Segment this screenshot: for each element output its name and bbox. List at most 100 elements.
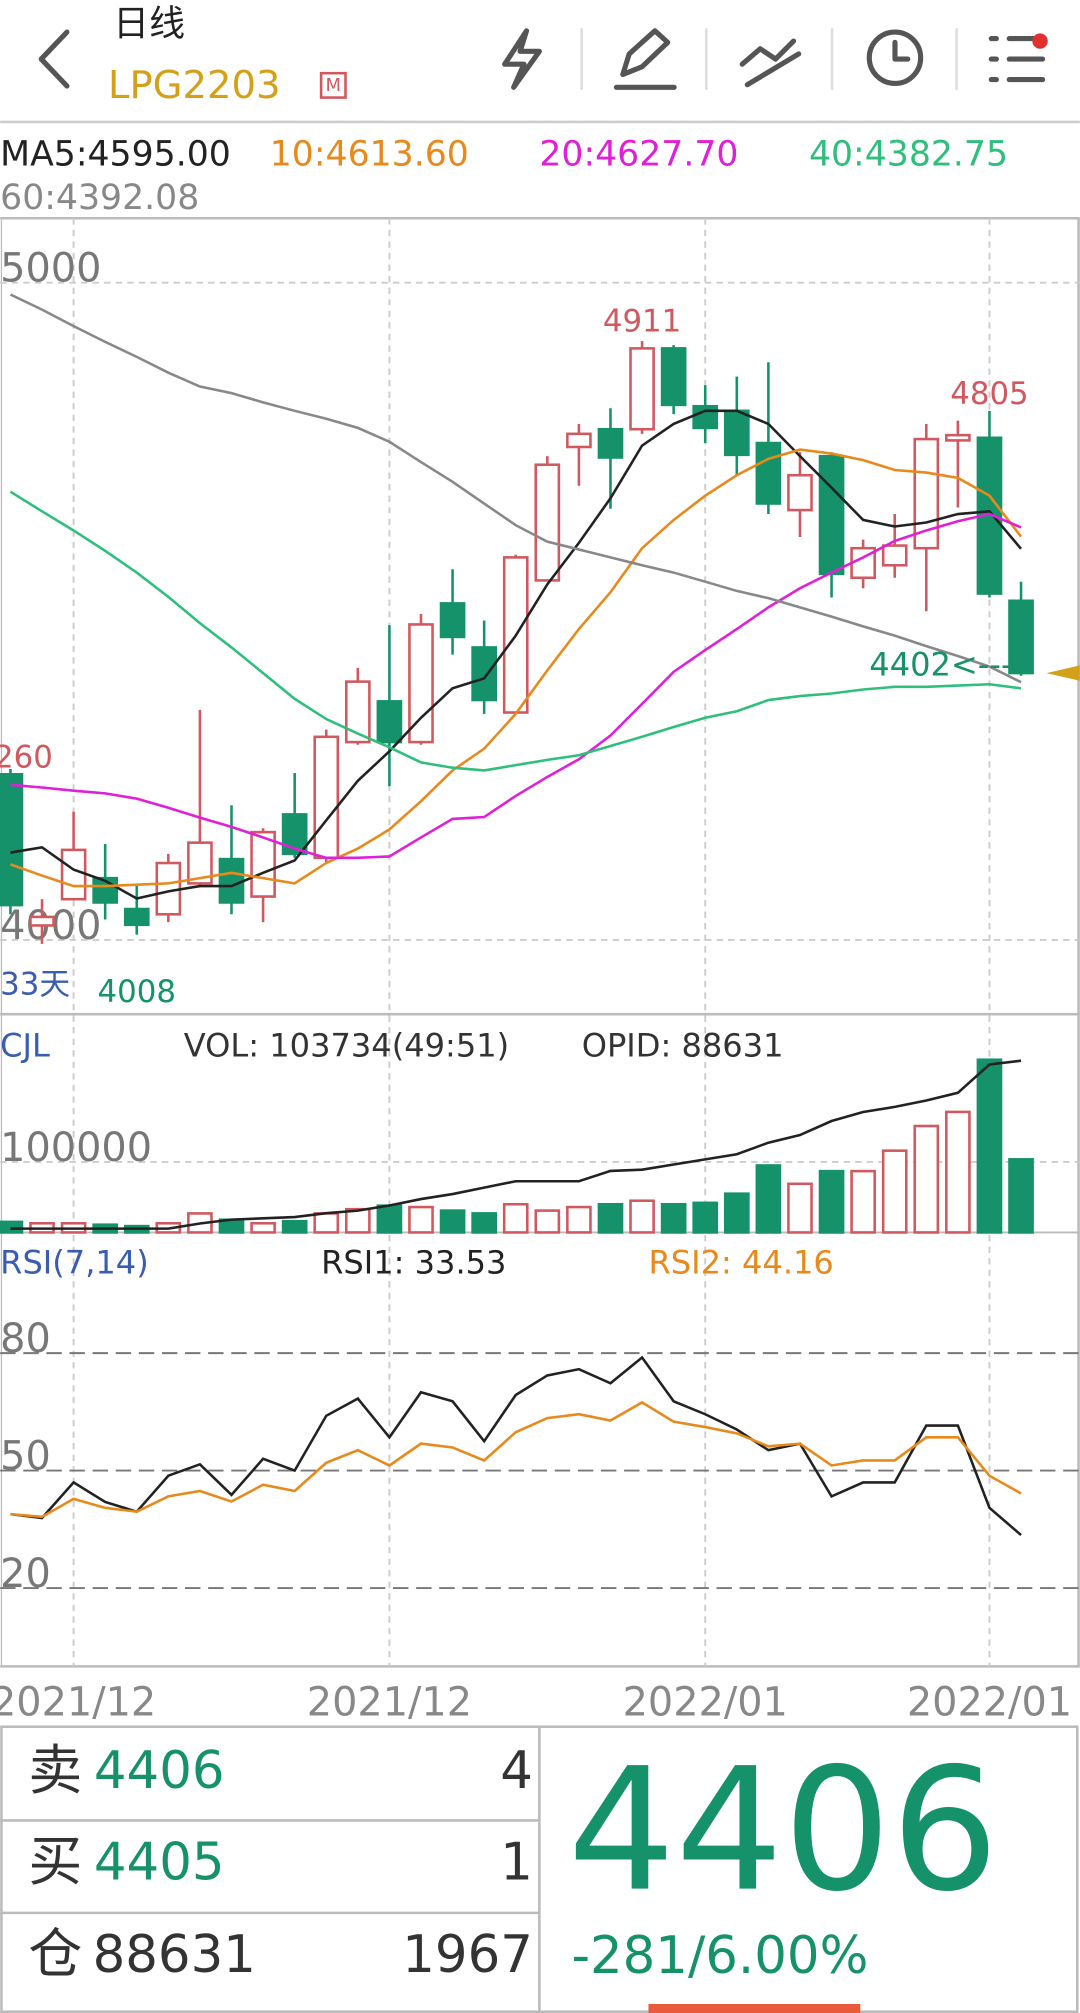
y-tick-label: 100000 (0, 1125, 152, 1171)
volume-bar (913, 1124, 940, 1234)
candle-body (250, 830, 276, 898)
series-line (10, 1059, 1022, 1230)
volume-bar (281, 1219, 308, 1234)
badge-box (319, 71, 347, 99)
legend-entry: MA5:4595.00 (0, 134, 231, 174)
x-tick-label: 2021/12 (307, 1679, 472, 1725)
quote-price: 88631 (93, 1925, 256, 1985)
candle-body (439, 602, 466, 639)
clock-hands (892, 39, 911, 62)
series-line (10, 448, 1023, 888)
menu-icon[interactable] (988, 35, 1046, 83)
candle-body (881, 544, 908, 567)
y-tick-label: 80 (0, 1316, 51, 1362)
candle-body (344, 680, 371, 744)
series-line (9, 490, 1022, 772)
candle-body (818, 454, 845, 576)
volume-bar (471, 1212, 497, 1234)
volume-bar (850, 1169, 876, 1234)
high-label: 4260 (0, 739, 53, 775)
panel-title: RSI(7,14) (0, 1244, 149, 1282)
x-tick-label: 2021/12 (0, 1679, 156, 1725)
legend-entry: 10:4613.60 (270, 134, 469, 174)
candle-body (281, 813, 308, 856)
quote-label: 仓 (28, 1922, 82, 1985)
quote-label: 卖 (28, 1739, 82, 1802)
legend-entry: RSI1: 33.53 (321, 1244, 506, 1282)
candle-body (123, 907, 150, 927)
volume-bar (344, 1207, 371, 1234)
candle-body (597, 427, 624, 459)
candle-body (692, 404, 719, 430)
price-pointer (1046, 665, 1080, 681)
volume-bar (313, 1212, 340, 1234)
volume-bar (566, 1205, 592, 1234)
candle-body (945, 433, 971, 442)
volume-bar (597, 1202, 624, 1234)
candle-body (723, 409, 750, 457)
candle-body (660, 347, 687, 407)
candle-body (1008, 599, 1034, 675)
volume-bar (945, 1110, 971, 1234)
volume-bar (376, 1204, 403, 1234)
volume-bar (439, 1209, 466, 1234)
y-tick-label: 50 (0, 1434, 51, 1480)
candle-body (566, 432, 592, 449)
quote-qty: 4 (500, 1741, 533, 1801)
volume-bar (787, 1182, 813, 1234)
series-line (10, 512, 1022, 860)
series-line (10, 409, 1023, 900)
volume-bar (502, 1202, 529, 1234)
volume-bar (1008, 1158, 1034, 1234)
line-tool-icon[interactable] (739, 38, 802, 88)
series-line (9, 293, 1022, 684)
notification-dot (1032, 33, 1048, 49)
quote-qty: 1 (500, 1832, 533, 1892)
candle-body (787, 473, 813, 512)
volume-bar (723, 1192, 750, 1234)
period-label: 33天 (0, 966, 70, 1002)
symbol: LPG2203 (108, 63, 280, 108)
badge: M (326, 75, 342, 96)
page-title: 日线 (113, 4, 185, 45)
candle-body (155, 861, 182, 916)
tab-indicator (648, 2004, 861, 2013)
legend-entry: RSI2: 44.16 (648, 1244, 833, 1282)
series-line (10, 1355, 1022, 1537)
legend-entry: 20:4627.70 (539, 134, 738, 174)
clock-icon[interactable] (866, 29, 924, 87)
last-price: 4406 (568, 1732, 999, 1929)
low-label: 4008 (98, 974, 176, 1010)
volume-bar (976, 1058, 1003, 1234)
candle-body (60, 848, 87, 901)
volume-bar (692, 1201, 719, 1234)
y-tick-label: 20 (0, 1551, 51, 1597)
candle-body (755, 441, 782, 505)
draw-icon[interactable] (613, 28, 677, 90)
candle-body (408, 623, 434, 744)
candle-body (0, 773, 24, 907)
candle-body (534, 463, 561, 582)
plot-area: 2021/122021/122022/012022/0140005000MA5:… (0, 134, 1080, 1725)
x-tick-label: 2022/01 (623, 1679, 788, 1725)
volume-bar (250, 1222, 276, 1234)
volume-bar (881, 1149, 908, 1234)
price-marker: 4402<--- (869, 646, 1012, 684)
x-tick-label: 2022/01 (907, 1679, 1072, 1725)
candle-body (29, 915, 55, 927)
candle-body (218, 857, 245, 904)
candle-body (313, 735, 340, 860)
back-button[interactable] (38, 29, 70, 89)
volume-bar (755, 1164, 782, 1234)
series-line (10, 1400, 1022, 1519)
quote-qty: 1967 (402, 1925, 533, 1985)
volume-bar (818, 1169, 845, 1234)
legend-entry: VOL: 103734(49:51) (184, 1027, 509, 1065)
flash-icon[interactable] (502, 28, 542, 90)
candle-body (187, 841, 213, 885)
high-label: 4805 (950, 376, 1028, 412)
high-label: 4911 (603, 304, 681, 340)
candle-body (376, 700, 403, 744)
quote-price: 4406 (94, 1741, 225, 1801)
